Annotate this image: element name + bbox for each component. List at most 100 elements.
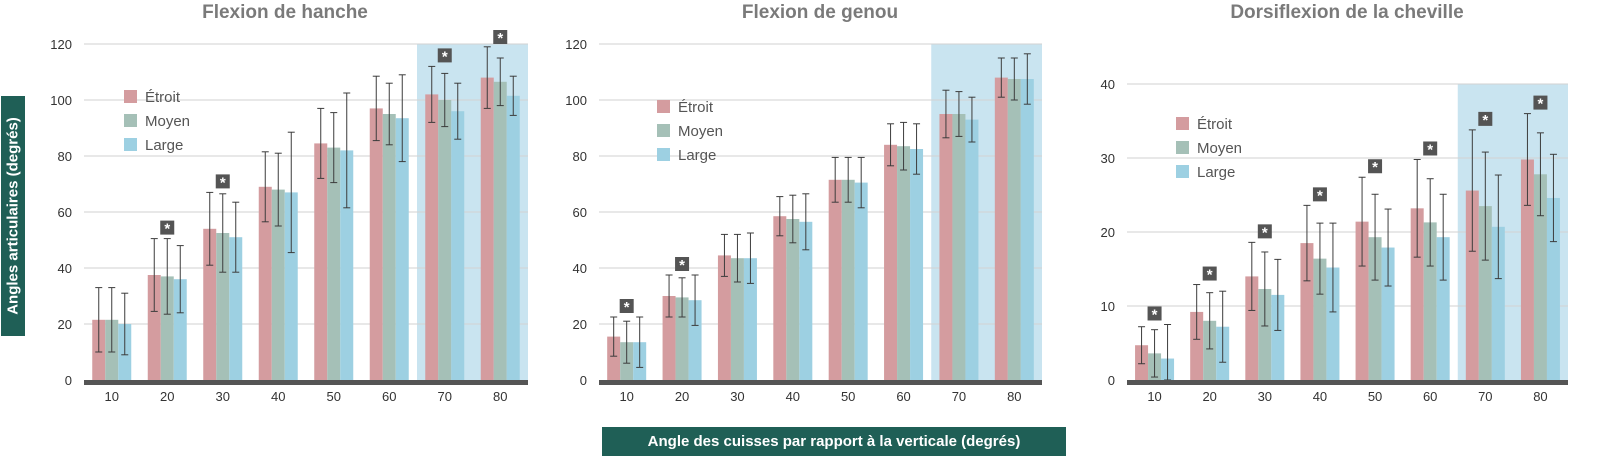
legend-swatch [1176,165,1189,178]
bar [1007,79,1021,380]
bar [271,189,285,380]
x-tick-label: 60 [1423,389,1437,404]
bar [897,146,911,380]
y-tick-label: 120 [50,37,72,52]
bar [1423,222,1437,380]
y-tick-label: 30 [1101,151,1115,166]
significance-marker-label: * [220,174,226,191]
bar [939,114,953,380]
bar [1465,190,1479,380]
significance-marker [1478,111,1493,126]
bar [607,336,621,380]
x-axis-label: Angle des cuisses par rapport à la verti… [602,427,1066,456]
x-tick-label: 10 [105,389,119,404]
bar [451,111,465,380]
legend-label: Étroit [678,99,714,116]
bar [1326,267,1340,380]
bar [425,94,439,381]
chart-title: Flexion de genou [742,2,898,23]
y-tick-label: 10 [1101,299,1115,314]
significance-marker-label: * [1207,267,1213,284]
y-axis-label: Angles articulaires (degrés) [4,117,22,315]
legend-label: Large [1197,164,1235,181]
bar [675,297,689,380]
y-tick-label: 40 [58,261,72,276]
x-axis-line [599,380,1042,385]
bar [382,114,396,380]
bar [1478,206,1492,380]
x-tick-label: 70 [438,389,452,404]
bar [1300,243,1314,380]
significance-marker [493,30,508,44]
y-tick-label: 20 [1101,225,1115,240]
bar [1203,320,1217,380]
bar [773,216,787,380]
x-tick-label: 80 [493,389,507,404]
bar [717,255,731,380]
x-tick-label: 30 [1258,389,1272,404]
bar [327,147,341,380]
x-tick-label: 80 [1007,389,1021,404]
significance-marker-label: * [1262,224,1268,241]
bar [1410,208,1424,380]
x-tick-label: 70 [1478,389,1492,404]
legend-swatch [124,114,137,127]
bar [493,81,507,381]
bar [1546,197,1560,380]
x-tick-label: 30 [730,389,744,404]
bar [173,279,187,380]
bar [1258,288,1272,380]
x-tick-label: 40 [271,389,285,404]
x-tick-label: 50 [327,389,341,404]
chart-title: Dorsiflexion de la cheville [1230,2,1463,23]
legend-label: Large [145,137,183,154]
significance-marker [215,174,230,189]
bar [369,108,383,381]
y-tick-label: 60 [58,205,72,220]
bar [688,300,702,380]
x-tick-label: 20 [160,389,174,404]
bar [1381,247,1395,380]
y-tick-label: 20 [573,317,587,332]
y-axis-label-box [1,96,25,336]
significance-marker-label: * [164,221,170,238]
x-tick-label: 50 [1368,389,1382,404]
significance-marker [675,257,690,271]
bar [284,192,298,380]
y-tick-label: 80 [58,149,72,164]
y-tick-label: 20 [58,317,72,332]
y-tick-label: 100 [565,93,587,108]
x-tick-label: 60 [896,389,910,404]
significance-marker-label: * [1152,307,1158,324]
bar [965,119,979,380]
significance-marker-label: * [624,299,630,316]
significance-marker [1533,95,1548,110]
bar [203,228,217,380]
bar [994,77,1008,380]
bar [1533,174,1547,380]
bar [395,118,409,380]
bar [229,237,243,380]
significance-marker [1368,159,1383,174]
significance-marker-label: * [1317,187,1323,204]
bar [1313,258,1327,380]
significance-marker [1202,266,1217,281]
bar [216,233,230,380]
significance-marker [1312,187,1327,202]
chart-panel-1: 0 20 40 60 80 100 120 Flexion de hanche 10 * 20 * 30… [50,2,528,404]
bar [147,275,161,380]
bar [314,143,328,380]
bar [506,95,520,381]
bar [1368,237,1382,380]
bar [1520,159,1534,380]
significance-marker-label: * [1482,112,1488,129]
significance-marker-label: * [497,30,503,47]
legend-swatch [1176,117,1189,130]
x-tick-label: 40 [1313,389,1327,404]
x-tick-label: 60 [382,389,396,404]
significance-marker [1423,141,1438,156]
x-tick-label: 80 [1533,389,1547,404]
bar [258,186,272,380]
legend-swatch [124,90,137,103]
